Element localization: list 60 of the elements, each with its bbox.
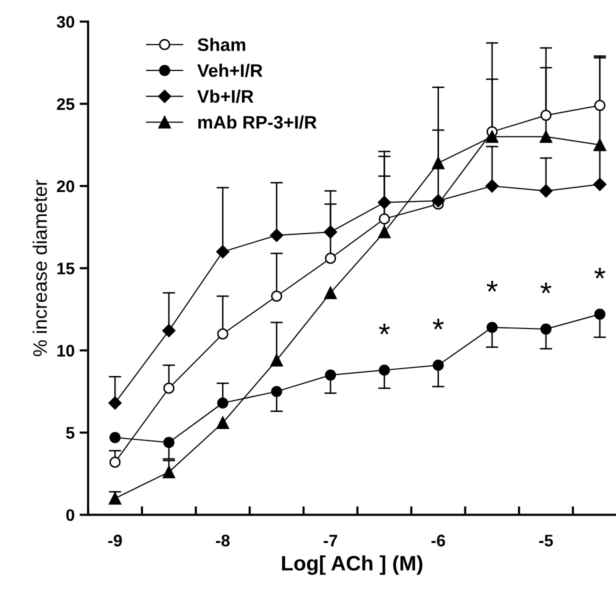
point [486, 130, 498, 143]
point [271, 386, 282, 398]
x-tick-label: -9 [108, 534, 122, 546]
y-tick-label: 5 [66, 427, 74, 439]
point [271, 290, 282, 302]
point [270, 354, 283, 367]
y-tick-label: 20 [56, 180, 74, 192]
point [162, 324, 176, 338]
x-tick-label: -7 [324, 534, 338, 546]
point [163, 382, 174, 394]
point [217, 328, 228, 340]
annotation: * [432, 318, 444, 330]
y-tick-label: 10 [57, 344, 74, 357]
point [324, 286, 337, 300]
point [486, 179, 499, 193]
x-tick-label: -5 [539, 534, 553, 546]
annotation: * [486, 280, 498, 292]
point [540, 130, 552, 143]
point [378, 213, 390, 224]
x-tick-label: -8 [216, 534, 230, 546]
point [540, 323, 552, 335]
x-tick-label: -6 [431, 534, 446, 546]
point [594, 138, 606, 152]
point [378, 226, 391, 238]
point [216, 245, 230, 258]
point [217, 397, 228, 409]
annotation: * [540, 282, 552, 294]
y-tick-label: 25 [56, 98, 74, 110]
point [378, 196, 391, 210]
legend-label: Vb+I/R [197, 90, 254, 104]
point [594, 308, 606, 320]
point [486, 322, 498, 333]
annotation: * [378, 324, 390, 334]
point [378, 364, 390, 376]
legend-label: Veh+I/R [197, 64, 262, 78]
point [270, 228, 284, 242]
point [593, 178, 606, 191]
x-axis-title: Log[ ACh ] (M) [282, 555, 422, 575]
legend-label: Sham [198, 38, 246, 52]
legend-label: mAb RP-3+I/R [198, 115, 317, 129]
point [163, 436, 174, 448]
point [216, 416, 230, 429]
point [324, 252, 336, 264]
point [109, 456, 121, 468]
point [324, 225, 338, 239]
y-tick-label: 15 [57, 262, 74, 274]
point [108, 396, 122, 410]
point [539, 184, 553, 198]
y-axis-title: % increase diameter [32, 180, 47, 356]
point [432, 194, 445, 208]
point [540, 110, 552, 121]
annotation: * [594, 268, 606, 279]
y-tick-label: 30 [56, 16, 74, 28]
point [109, 432, 121, 444]
point [594, 100, 606, 111]
point [162, 466, 176, 478]
y-tick-label: 0 [66, 509, 74, 522]
point [432, 360, 444, 371]
point [324, 370, 336, 381]
point [432, 156, 444, 170]
